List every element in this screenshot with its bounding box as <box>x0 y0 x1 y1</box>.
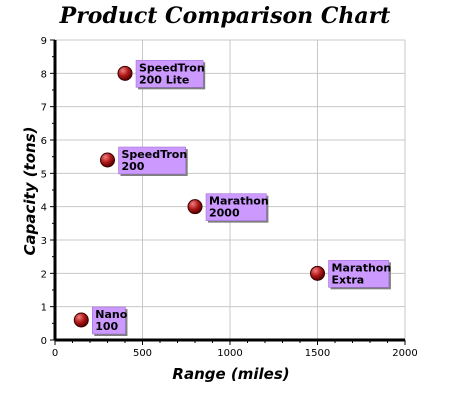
y-tick-label: 1 <box>41 303 47 314</box>
y-tick-label: 6 <box>41 136 47 147</box>
y-tick-label: 2 <box>41 269 47 280</box>
data-label: 200 Lite <box>139 73 189 86</box>
data-point <box>117 65 133 81</box>
x-tick-label: 2000 <box>392 348 417 359</box>
chart-title: Product Comparison Chart <box>59 3 391 29</box>
data-label: 200 <box>122 160 145 173</box>
y-axis-label: Capacity (tons) <box>21 127 39 256</box>
data-label-box <box>135 60 204 88</box>
data-label: Nano <box>95 308 127 321</box>
data-label: SpeedTron <box>122 148 188 161</box>
y-tick-label: 9 <box>41 36 47 47</box>
x-axis-label: Range (miles) <box>172 365 289 383</box>
data-label: 2000 <box>209 207 240 220</box>
data-label: Marathon <box>209 195 269 208</box>
data-label: SpeedTron <box>139 61 205 74</box>
data-point <box>73 312 89 328</box>
y-tick-label: 5 <box>41 169 47 180</box>
data-label: Marathon <box>332 261 392 274</box>
y-tick-label: 4 <box>41 203 47 214</box>
x-tick-label: 0 <box>52 348 58 359</box>
data-label-box <box>328 260 390 288</box>
y-tick-label: 8 <box>41 69 47 80</box>
data-point <box>100 152 115 168</box>
y-tick-label: 7 <box>41 103 47 114</box>
data-label: Extra <box>332 273 365 286</box>
data-point <box>187 199 203 215</box>
x-tick-label: 1000 <box>217 348 242 359</box>
y-tick-label: 0 <box>41 336 47 347</box>
data-label-box <box>118 146 186 175</box>
x-tick-label: 1500 <box>305 348 330 359</box>
y-tick-label: 3 <box>41 236 47 247</box>
data-label: 100 <box>95 320 118 333</box>
data-label-box <box>92 306 126 335</box>
data-label-box <box>205 193 267 221</box>
x-tick-label: 500 <box>133 348 152 359</box>
data-point <box>310 265 325 281</box>
